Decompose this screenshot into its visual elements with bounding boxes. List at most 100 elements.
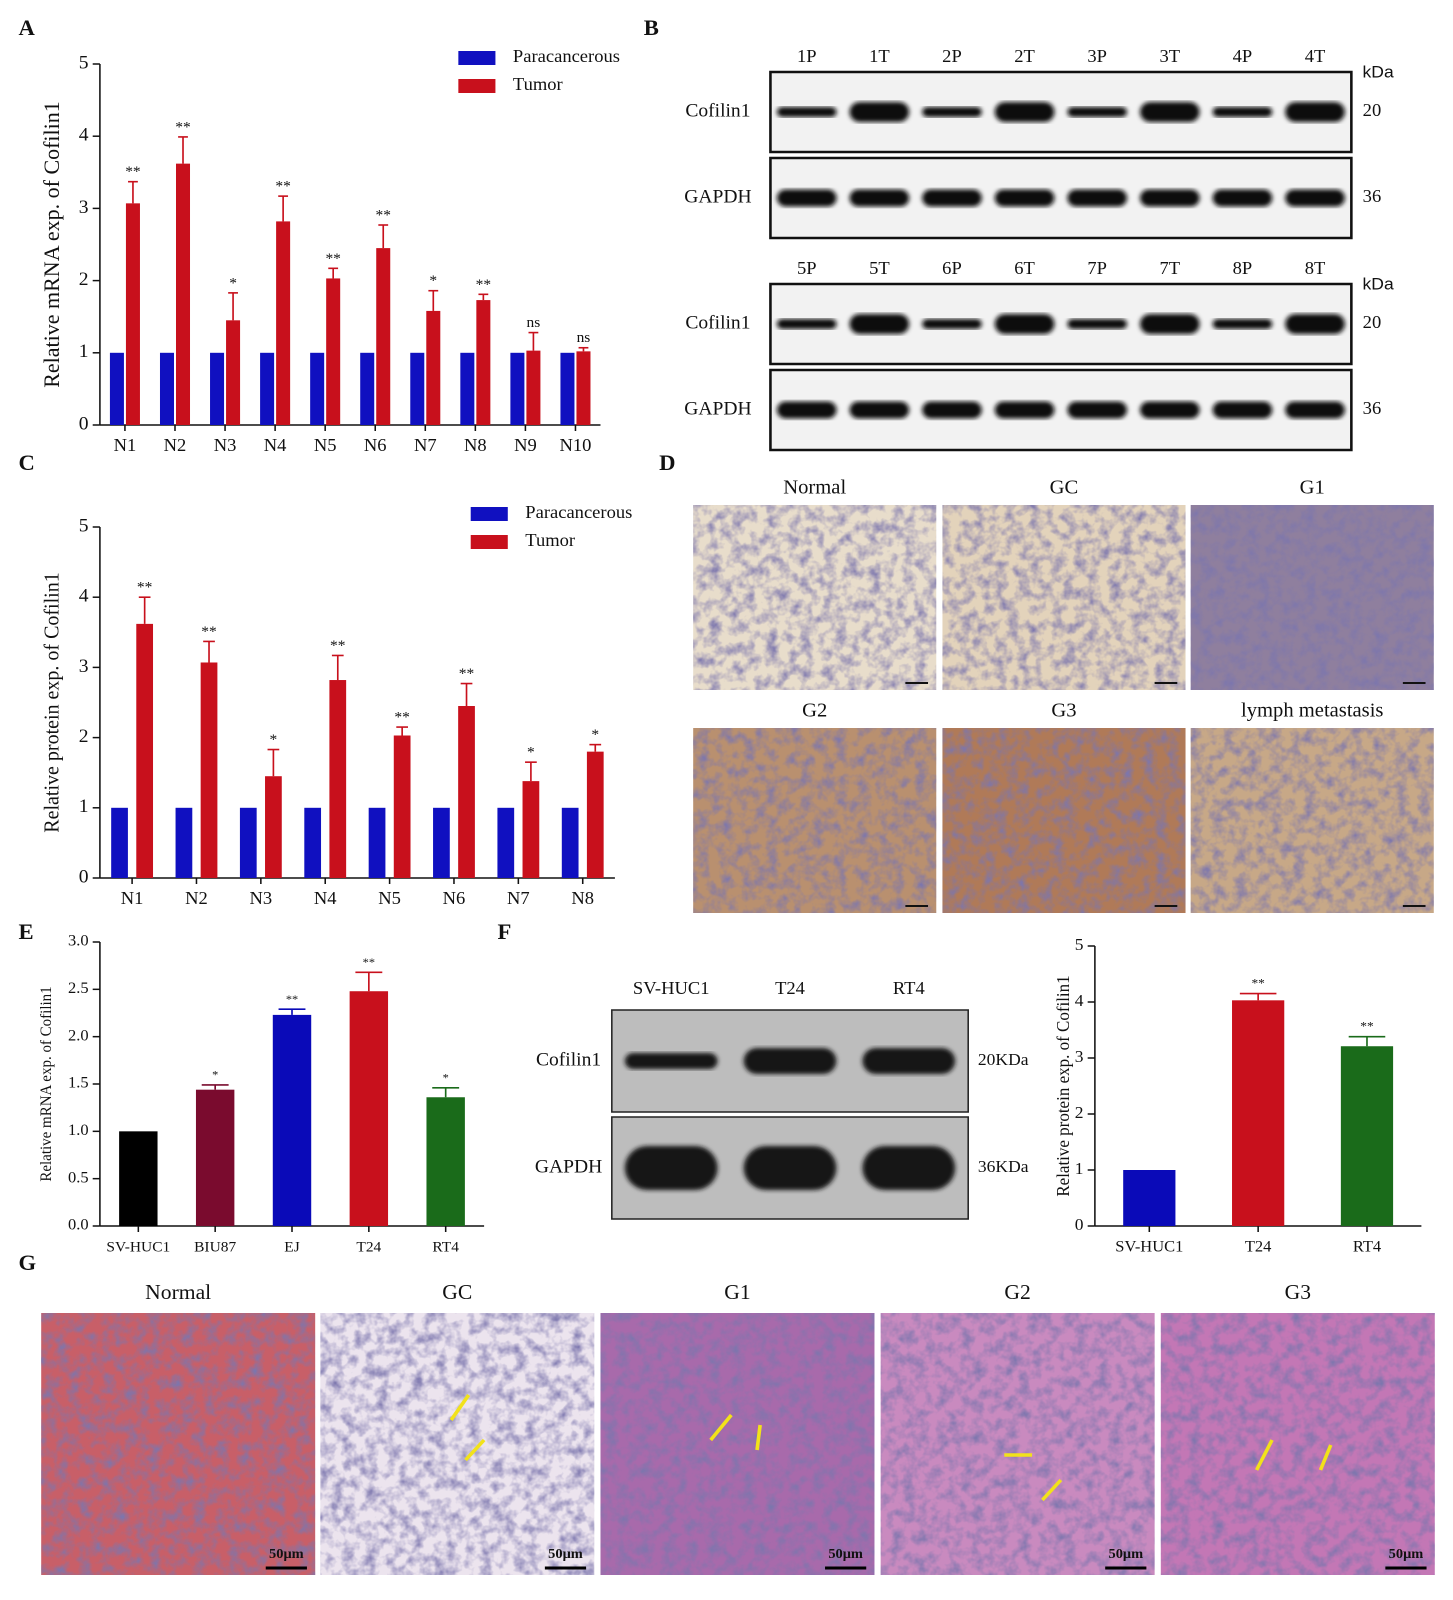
bar xyxy=(561,807,579,878)
band xyxy=(1285,189,1345,207)
band xyxy=(849,401,910,419)
band xyxy=(1067,401,1127,419)
he-image-texture xyxy=(600,1313,875,1575)
x-tick-label: T24 xyxy=(1245,1238,1272,1256)
significance-label: * xyxy=(443,1071,449,1085)
y-tick-label: 2 xyxy=(1075,1103,1084,1122)
error-bar xyxy=(355,971,383,992)
error-bar xyxy=(203,640,215,663)
bar xyxy=(304,807,322,878)
legend-label: Paracancerous xyxy=(513,46,620,66)
bar xyxy=(460,352,475,425)
y-tick-label: 1.0 xyxy=(68,1121,89,1139)
y-tick-label: 4 xyxy=(1075,991,1084,1010)
y-tick-label: 0 xyxy=(79,414,89,435)
y-tick-label: 0 xyxy=(79,867,89,888)
lane-label: 8T xyxy=(1305,258,1326,278)
he-image-texture xyxy=(1160,1313,1435,1575)
bar xyxy=(109,352,124,425)
y-tick-label: 3 xyxy=(79,656,89,677)
image-label: GC xyxy=(1050,477,1079,499)
bar xyxy=(125,203,140,425)
ihc-image-texture xyxy=(1190,505,1434,690)
y-tick-label: 2 xyxy=(79,269,89,290)
x-tick-label: N2 xyxy=(164,435,187,455)
significance-label: ** xyxy=(376,207,391,224)
bar xyxy=(510,352,525,425)
band xyxy=(1212,401,1273,419)
bar xyxy=(393,735,411,878)
error-bar xyxy=(278,195,289,222)
x-tick-label: N8 xyxy=(571,888,594,908)
panel-label: C xyxy=(19,450,35,475)
band xyxy=(743,1146,837,1190)
significance-label: ** xyxy=(1360,1019,1373,1034)
lane-label: 5T xyxy=(869,258,890,278)
x-tick-label: N8 xyxy=(464,435,487,455)
band xyxy=(776,401,837,419)
band xyxy=(1140,314,1200,334)
kda-label: kDa xyxy=(1363,62,1395,82)
lane-label: 4P xyxy=(1233,46,1253,66)
error-bar xyxy=(432,1086,460,1098)
panel-label: F xyxy=(497,919,511,944)
error-bar xyxy=(267,748,280,777)
y-tick-label: 0.0 xyxy=(68,1216,89,1234)
panel-label: B xyxy=(644,15,659,40)
x-tick-label: N10 xyxy=(559,435,591,455)
error-bar xyxy=(201,1084,229,1090)
bar xyxy=(560,352,575,425)
y-axis-title: Relative protein exp. of Cofilin1 xyxy=(1054,975,1073,1196)
bar xyxy=(159,352,174,425)
y-axis-title: Relative protein exp. of Cofilin1 xyxy=(41,572,63,832)
error-bar xyxy=(178,136,188,164)
he-image-texture xyxy=(41,1313,316,1575)
band-name: GAPDH xyxy=(684,399,751,420)
lane-label: 6T xyxy=(1014,258,1035,278)
bar xyxy=(265,776,282,878)
ihc-image-texture xyxy=(693,505,937,690)
bar xyxy=(310,352,325,425)
x-tick-label: BIU87 xyxy=(194,1239,236,1256)
y-tick-label: 0.5 xyxy=(68,1169,89,1187)
bar xyxy=(376,248,391,425)
bar xyxy=(1232,1000,1285,1226)
legend-label: Tumor xyxy=(513,74,563,94)
lane-label: 2P xyxy=(942,46,962,66)
bar xyxy=(200,662,218,878)
y-tick-label: 5 xyxy=(1075,935,1084,954)
band-size: 20 xyxy=(1363,312,1382,332)
error-bar xyxy=(1348,1035,1386,1047)
image-label: G3 xyxy=(1285,1280,1311,1304)
arrow xyxy=(449,1394,471,1421)
band xyxy=(1212,319,1273,329)
band xyxy=(862,1048,956,1074)
ihc-image-texture xyxy=(1190,728,1434,913)
y-tick-label: 1 xyxy=(1075,1159,1084,1178)
x-tick-label: N3 xyxy=(250,888,273,908)
band-size: 36 xyxy=(1363,398,1382,418)
arrow xyxy=(1041,1478,1063,1502)
significance-label: * xyxy=(591,726,599,743)
x-tick-label: SV-HUC1 xyxy=(1115,1238,1183,1256)
band-size: 36KDa xyxy=(978,1157,1029,1176)
lane-label: 3T xyxy=(1160,46,1181,66)
x-tick-label: N5 xyxy=(314,435,337,455)
lane-label: 5P xyxy=(797,258,817,278)
he-image-texture xyxy=(320,1313,595,1575)
band xyxy=(1140,102,1200,122)
image-label: G1 xyxy=(724,1280,750,1304)
lane-label: 1T xyxy=(869,46,890,66)
x-tick-label: N7 xyxy=(507,888,530,908)
y-axis-title: Relative mRNA exp. of Cofilin1 xyxy=(38,986,55,1181)
bar xyxy=(175,163,191,426)
bar xyxy=(349,991,389,1226)
significance-label: * xyxy=(429,272,437,289)
significance-label: ns xyxy=(577,329,591,346)
bar xyxy=(226,320,241,425)
band xyxy=(624,1146,718,1190)
x-tick-label: N6 xyxy=(364,435,387,455)
band xyxy=(922,319,982,329)
bar xyxy=(175,807,193,878)
